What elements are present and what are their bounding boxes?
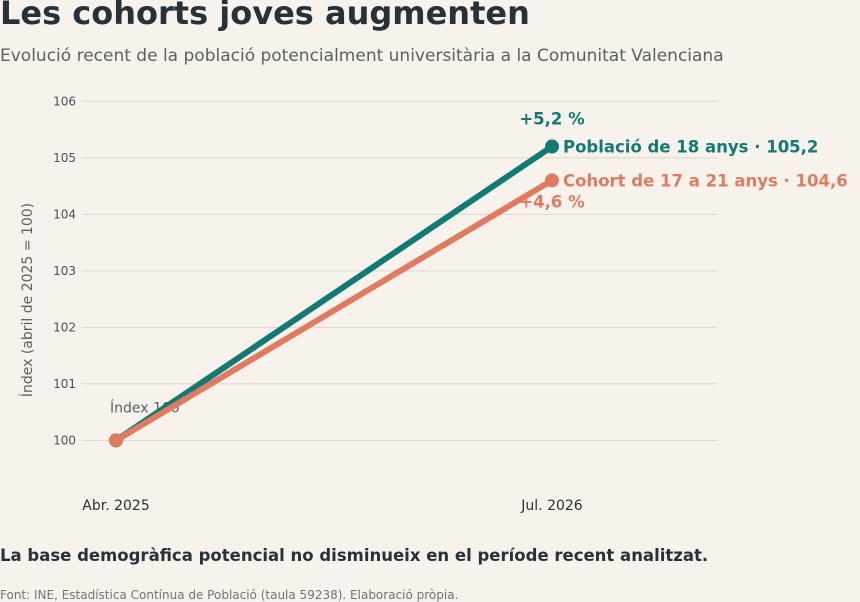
y-tick-label: 101 (53, 377, 76, 391)
y-tick-label: 100 (53, 433, 76, 447)
chart-source: Font: INE, Estadística Contínua de Pobla… (0, 588, 459, 602)
series-change-label: +5,2 % (519, 110, 585, 129)
series-line (113, 143, 555, 444)
y-axis-ticks: 100 101 102 103 104 105 106 (53, 94, 76, 447)
series-group: Població de 18 anys · 105,2 +5,2 % Cohort … (109, 110, 848, 448)
chart-takeaway: La base demogràfica potencial no disminu… (0, 546, 709, 565)
series-end-label: Població de 18 anys · 105,2 (563, 138, 818, 157)
x-axis-ticks: Abr. 2025 Jul. 2026 (82, 498, 583, 514)
y-tick-label: 104 (53, 207, 76, 221)
series-change-label: +4,6 % (519, 192, 585, 211)
line-chart: 100 101 102 103 104 105 106 Índex (abril de 20… (19, 94, 848, 514)
chart-title: Les cohorts joves augmenten (0, 0, 530, 32)
x-tick-label: Jul. 2026 (520, 498, 583, 514)
series-point (545, 173, 559, 188)
y-tick-label: 106 (53, 94, 76, 108)
grid-lines (82, 100, 717, 441)
y-tick-label: 105 (53, 151, 76, 165)
series-point (545, 139, 559, 154)
series-line (113, 177, 555, 444)
y-tick-label: 103 (53, 264, 76, 278)
y-tick-label: 102 (53, 320, 76, 334)
series-point (109, 433, 123, 448)
series-end-label: Cohort de 17 a 21 anys · 104,6 (563, 171, 848, 190)
chart-subtitle: Evolució recent de la població potencial… (0, 46, 724, 66)
x-tick-label: Abr. 2025 (82, 498, 149, 514)
y-axis-label: Índex (abril de 2025 = 100) (19, 203, 36, 397)
